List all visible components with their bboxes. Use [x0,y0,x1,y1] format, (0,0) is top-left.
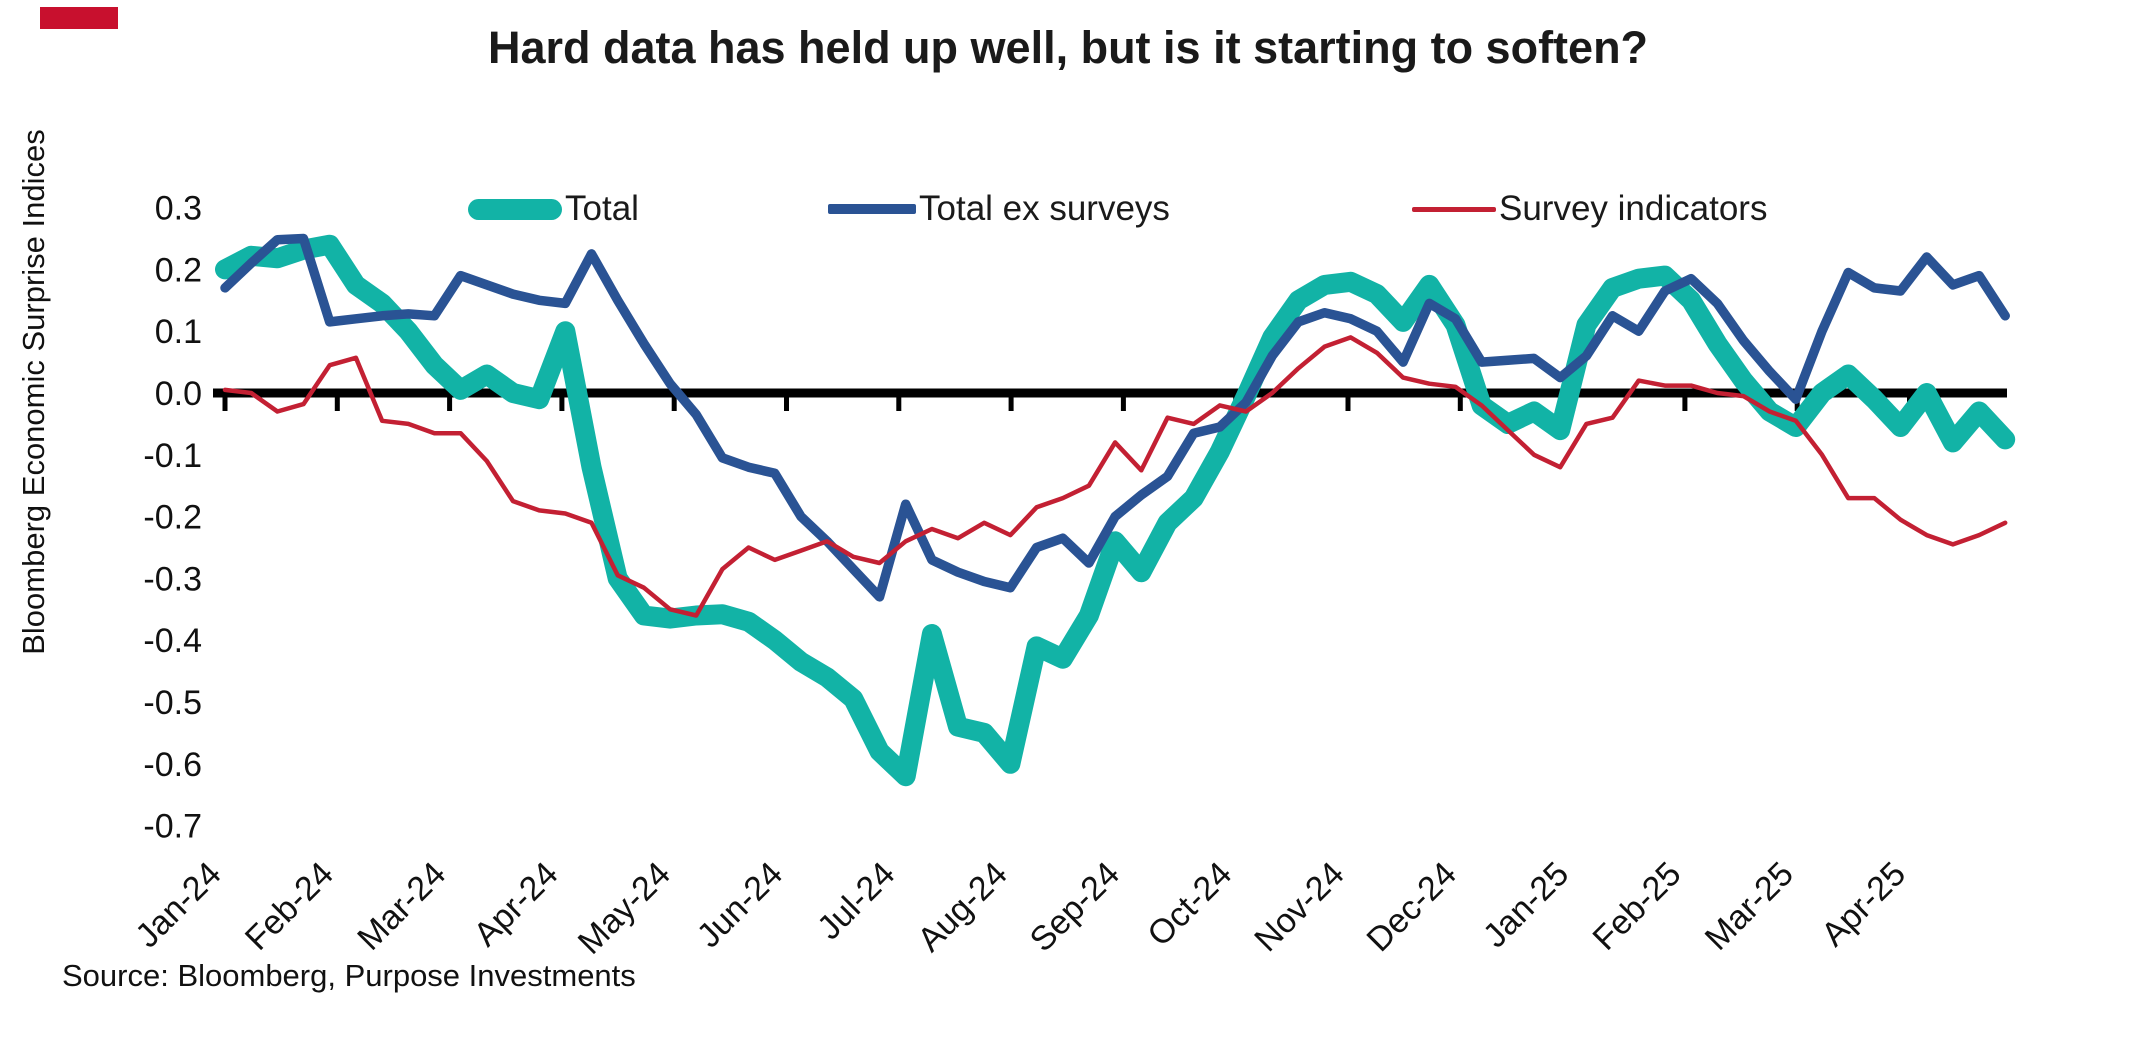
x-tick-label: Feb-25 [1586,855,1689,958]
x-tick-label: Sep-24 [1023,855,1127,959]
legend-label-total: Total [565,189,639,228]
total-ex-surveys-line-swatch-icon [828,204,916,214]
page-title: Hard data has held up well, but is it st… [487,22,1649,73]
chart-legend: Total Total ex surveys Survey indicators [0,186,2136,232]
legend-label-total-ex-surveys: Total ex surveys [919,189,1170,228]
x-axis-tick [447,391,453,411]
x-tick-label: Jul-24 [810,855,902,947]
x-tick-label: Apr-25 [1814,855,1913,954]
y-axis-title: Bloomberg Economic Surprise Indices [16,129,51,655]
source-caption: Source: Bloomberg, Purpose Investments [62,958,636,993]
x-tick-label: Aug-24 [910,855,1014,959]
y-tick-label: -0.1 [143,437,202,475]
survey-indicators-line-swatch-icon [1412,206,1496,212]
x-axis-tick [1008,391,1014,411]
y-tick-label: 0.3 [155,190,202,228]
x-tick-label: Jan-25 [1476,855,1576,955]
x-tick-label: Jun-24 [690,855,790,955]
x-tick-label: Nov-24 [1247,855,1351,959]
x-axis-tick [1120,391,1126,411]
y-tick-label: -0.4 [143,622,202,660]
y-tick-label: -0.2 [143,499,202,537]
chart-series [215,233,2016,787]
series-line-survey-indicators [222,335,2008,618]
x-tick-label: Mar-24 [350,855,453,958]
y-tick-label: -0.3 [143,560,202,598]
x-tick-label: May-24 [571,855,678,962]
y-tick-label: 0.1 [155,313,202,351]
chart-axis: Jan-24 Feb-24 Mar-24 Apr-24 May-24 Jun-24 Jul-… [128,190,2007,962]
x-axis-tick [1345,391,1351,411]
legend-item-total: Total [468,186,639,232]
legend-item-total-ex-surveys: Total ex surveys [828,186,1170,232]
y-tick-label: -0.7 [143,808,202,846]
series-line-total [215,234,2016,787]
x-tick-label: Jan-24 [128,855,228,955]
x-tick-label: Dec-24 [1360,855,1464,959]
legend-label-survey-indicators: Survey indicators [1499,189,1768,228]
x-tick-label: Mar-25 [1698,855,1801,958]
y-tick-label: -0.5 [143,684,202,722]
series-line-total-ex-surveys [220,233,2010,602]
x-tick-label: Oct-24 [1140,855,1239,954]
x-axis-tick [1457,391,1463,411]
x-axis-tick [222,391,228,411]
x-axis-tick [559,391,565,411]
x-axis-tick [1682,391,1688,411]
brand-mark [40,7,118,29]
y-tick-label: 0.2 [155,251,202,289]
x-axis-tick [896,391,902,411]
y-tick-label: 0.0 [155,375,202,413]
y-tick-label: -0.6 [143,746,202,784]
x-axis-tick [671,391,677,411]
total-line-swatch-icon [468,198,562,220]
x-tick-label: Apr-24 [467,855,566,954]
x-axis-tick [784,391,789,411]
x-tick-label: Feb-24 [238,855,341,958]
x-axis-tick [334,391,340,411]
legend-item-survey-indicators: Survey indicators [1412,186,1767,232]
